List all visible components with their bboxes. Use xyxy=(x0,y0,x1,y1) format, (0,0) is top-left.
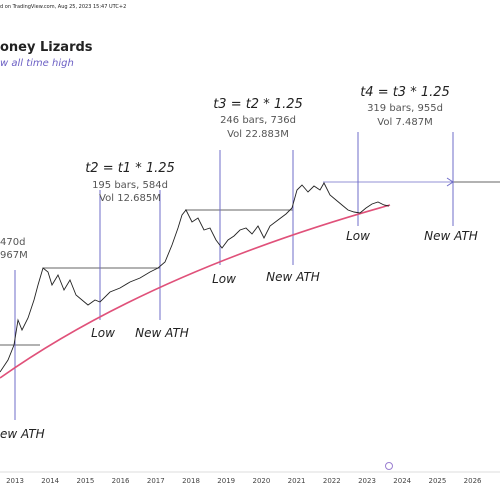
x-tick-label: 2024 xyxy=(393,477,411,485)
cycle-volume: Vol 12.685M xyxy=(99,193,161,204)
x-tick-label: 2026 xyxy=(464,477,482,485)
cycle-bars: 195 bars, 584d xyxy=(92,180,168,191)
cycle-formula: t3 = t2 * 1.25 xyxy=(213,97,303,112)
support-curve xyxy=(0,204,391,379)
x-tick-label: 2022 xyxy=(323,477,341,485)
x-tick-label: 2023 xyxy=(358,477,376,485)
x-tick-label: 2021 xyxy=(288,477,306,485)
cycle-bars: 470d xyxy=(0,237,25,248)
marker-label: New ATH xyxy=(135,326,189,340)
event-icon xyxy=(385,462,393,470)
x-axis-labels: 2013 2014 2015 2016 2017 2018 2019 2020 2021 2022… xyxy=(6,477,482,485)
title: oney Lizards xyxy=(0,40,93,55)
annotations: 470d 967M t2 = t1 * 1.25 195 bars, 584d … xyxy=(0,85,478,441)
cycle-formula: t2 = t1 * 1.25 xyxy=(85,161,175,176)
cycle-volume: Vol 22.883M xyxy=(227,129,289,140)
marker-label: New ATH xyxy=(424,229,478,243)
x-tick-label: 2019 xyxy=(217,477,235,485)
cycle-volume: Vol 7.487M xyxy=(377,117,432,128)
x-tick-label: 2014 xyxy=(41,477,59,485)
cycle-bars: 246 bars, 736d xyxy=(220,115,296,126)
subtitle: w all time high xyxy=(0,58,74,69)
x-tick-label: 2025 xyxy=(428,477,446,485)
x-tick-label: 2016 xyxy=(112,477,130,485)
caption: d on TradingView.com, Aug 25, 2023 15:47… xyxy=(0,4,126,10)
marker-label: ew ATH xyxy=(0,427,45,441)
marker-label: New ATH xyxy=(266,270,320,284)
cycle-bars: 319 bars, 955d xyxy=(367,103,443,114)
x-tick-label: 2020 xyxy=(252,477,270,485)
x-tick-label: 2018 xyxy=(182,477,200,485)
marker-label: Low xyxy=(346,229,370,243)
marker-label: Low xyxy=(212,272,236,286)
x-tick-label: 2015 xyxy=(76,477,94,485)
levels xyxy=(0,177,500,346)
cycle-formula: t4 = t3 * 1.25 xyxy=(360,85,450,100)
price-line xyxy=(0,182,390,373)
marker-label: Low xyxy=(91,326,115,340)
x-tick-label: 2013 xyxy=(6,477,24,485)
cycle-volume: 967M xyxy=(0,250,28,261)
x-tick-label: 2017 xyxy=(147,477,165,485)
